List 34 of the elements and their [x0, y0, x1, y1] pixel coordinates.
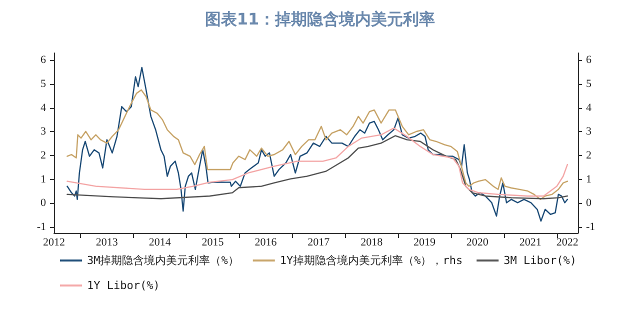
y2-tick-label: 0 — [586, 197, 592, 210]
x-tick-label: 2016 — [254, 236, 278, 248]
chart-title: 图表11：掉期隐含境内美元利率 — [204, 10, 436, 28]
x-tick-label: 2022 — [556, 236, 578, 248]
x-tick-label: 2017 — [308, 236, 330, 248]
y-tick-label: 2 — [40, 150, 46, 162]
x-tick-label: 2013 — [96, 236, 118, 248]
y-tick-label: -1 — [36, 221, 46, 234]
y2-tick-label: 1 — [586, 173, 592, 186]
y-tick-label: 6 — [40, 54, 46, 66]
y2-tick-label: 4 — [586, 102, 592, 114]
x-tick-label: 2012 — [43, 236, 65, 248]
legend-label: 1Y Libor(%) — [87, 279, 160, 292]
y2-tick-label: 5 — [586, 78, 592, 90]
y-tick-label: 4 — [40, 102, 46, 114]
legend-label: 3M掉期隐含境内美元利率（%） — [87, 254, 239, 267]
y2-tick-label: 6 — [586, 54, 592, 66]
x-tick-label: 2015 — [202, 236, 224, 248]
y-tick-label: 0 — [40, 197, 46, 210]
y2-tick-label: 3 — [586, 126, 592, 138]
x-tick-label: 2020 — [466, 236, 489, 248]
y2-tick-label: -1 — [586, 221, 596, 234]
y-tick-label: 5 — [40, 78, 46, 90]
legend-label: 3M Libor(%) — [504, 254, 576, 267]
line-series — [66, 89, 568, 200]
line-series — [66, 66, 568, 222]
legend-label: 1Y掉期隐含境内美元利率（%），rhs — [280, 254, 463, 267]
x-tick-label: 2019 — [414, 236, 436, 248]
y-tick-label: 1 — [40, 173, 46, 186]
y2-tick-label: 2 — [586, 150, 592, 162]
x-tick-label: 2018 — [360, 236, 384, 248]
y-tick-label: 3 — [40, 126, 46, 138]
x-tick-label: 2014 — [148, 236, 172, 248]
x-tick-label: 2021 — [519, 236, 542, 248]
